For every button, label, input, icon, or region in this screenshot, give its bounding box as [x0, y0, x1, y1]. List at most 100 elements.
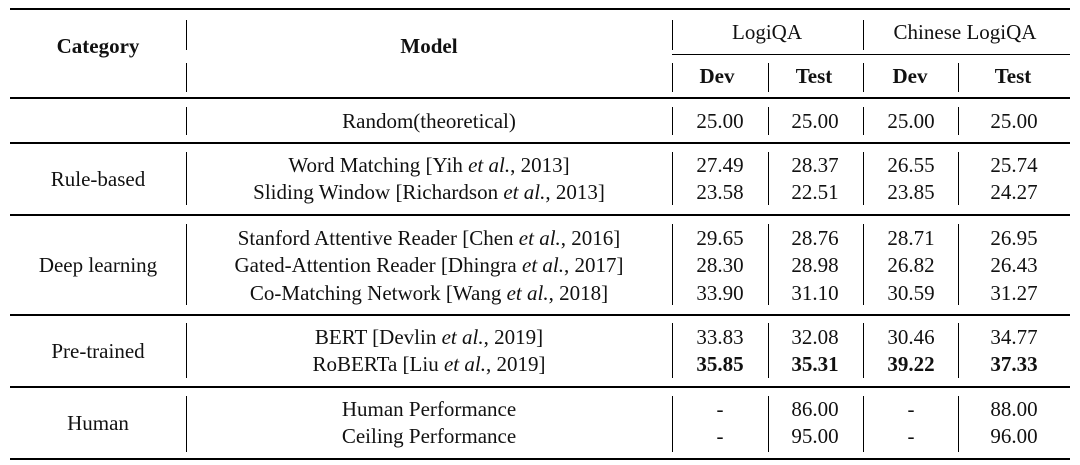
- chinese-logiqa-header: Chinese LogiQA: [893, 20, 1037, 44]
- group-header-rule: [672, 54, 1070, 55]
- category-cell: Pre-trained: [51, 339, 145, 363]
- value-cell: 30.59: [887, 281, 935, 305]
- value-cell: 33.90: [696, 281, 744, 305]
- column-divider: [672, 224, 673, 305]
- column-header: Dev: [892, 64, 928, 88]
- column-divider: [186, 63, 187, 92]
- column-divider: [672, 63, 673, 92]
- best-value-cell: 35.31: [791, 352, 839, 376]
- value-cell: 33.83: [696, 325, 744, 349]
- value-cell: 24.27: [990, 180, 1038, 204]
- column-divider: [958, 107, 959, 135]
- model-cell: Co-Matching Network [Wang et al., 2018]: [249, 281, 609, 305]
- value-cell: 32.08: [791, 325, 839, 349]
- column-divider: [863, 20, 864, 50]
- column-divider: [768, 107, 769, 135]
- value-cell: 28.37: [791, 153, 839, 177]
- value-cell: 95.00: [791, 424, 839, 448]
- column-divider: [186, 224, 187, 305]
- value-cell: 29.65: [696, 226, 744, 250]
- model-cell: Human Performance: [341, 397, 517, 421]
- column-divider: [863, 323, 864, 378]
- column-divider: [672, 107, 673, 135]
- column-divider: [958, 63, 959, 92]
- column-divider: [958, 152, 959, 205]
- value-cell: 22.51: [791, 180, 839, 204]
- column-divider: [863, 107, 864, 135]
- logiqa-header: LogiQA: [732, 20, 802, 44]
- column-divider: [672, 396, 673, 452]
- column-divider: [672, 323, 673, 378]
- category-cell: Deep learning: [38, 253, 158, 277]
- column-divider: [863, 396, 864, 452]
- category-header: Category: [56, 34, 140, 58]
- model-cell: Sliding Window [Richardson et al., 2013]: [253, 180, 605, 204]
- column-header: Dev: [699, 64, 735, 88]
- value-cell: -: [907, 424, 915, 448]
- group-rule: [10, 142, 1070, 144]
- value-cell: 31.10: [791, 281, 839, 305]
- header-rule: [10, 97, 1070, 99]
- value-cell: -: [716, 424, 724, 448]
- value-cell: 31.27: [990, 281, 1038, 305]
- column-divider: [958, 323, 959, 378]
- best-value-cell: 37.33: [990, 352, 1038, 376]
- value-cell: 25.74: [990, 153, 1038, 177]
- value-cell: 26.82: [887, 253, 935, 277]
- value-cell: 34.77: [990, 325, 1038, 349]
- value-cell: 88.00: [990, 397, 1038, 421]
- best-value-cell: 39.22: [887, 352, 935, 376]
- value-cell: 26.55: [887, 153, 935, 177]
- column-divider: [768, 63, 769, 92]
- bottom-rule: [10, 458, 1070, 460]
- model-cell: BERT [Devlin et al., 2019]: [314, 325, 544, 349]
- model-cell: Gated-Attention Reader [Dhingra et al., …: [234, 253, 624, 277]
- group-rule: [10, 214, 1070, 216]
- column-divider: [768, 323, 769, 378]
- column-divider: [863, 152, 864, 205]
- column-divider: [186, 323, 187, 378]
- column-divider: [186, 152, 187, 205]
- model-cell: Stanford Attentive Reader [Chen et al., …: [237, 226, 621, 250]
- value-cell: 26.95: [990, 226, 1038, 250]
- group-rule: [10, 314, 1070, 316]
- column-divider: [958, 224, 959, 305]
- value-cell: 25.00: [791, 109, 839, 133]
- value-cell: 25.00: [990, 109, 1038, 133]
- model-cell: Random(theoretical): [342, 109, 516, 133]
- model-cell: Word Matching [Yih et al., 2013]: [288, 153, 570, 177]
- category-cell: Rule-based: [50, 167, 146, 191]
- value-cell: 25.00: [696, 109, 744, 133]
- value-cell: 30.46: [887, 325, 935, 349]
- column-header: Test: [994, 64, 1032, 88]
- top-rule: [10, 8, 1070, 10]
- column-divider: [958, 396, 959, 452]
- value-cell: 28.98: [791, 253, 839, 277]
- value-cell: 23.58: [696, 180, 744, 204]
- column-divider: [863, 63, 864, 92]
- value-cell: 86.00: [791, 397, 839, 421]
- value-cell: -: [907, 397, 915, 421]
- model-cell: RoBERTa [Liu et al., 2019]: [312, 352, 546, 376]
- column-divider: [672, 152, 673, 205]
- column-divider: [186, 20, 187, 50]
- category-cell: Human: [67, 411, 129, 435]
- column-divider: [768, 224, 769, 305]
- value-cell: 96.00: [990, 424, 1038, 448]
- value-cell: 23.85: [887, 180, 935, 204]
- column-divider: [672, 20, 673, 50]
- value-cell: 25.00: [887, 109, 935, 133]
- value-cell: 28.30: [696, 253, 744, 277]
- column-header: Test: [795, 64, 833, 88]
- model-header: Model: [400, 34, 458, 58]
- value-cell: -: [716, 397, 724, 421]
- column-divider: [768, 396, 769, 452]
- column-divider: [186, 396, 187, 452]
- best-value-cell: 35.85: [696, 352, 744, 376]
- value-cell: 26.43: [990, 253, 1038, 277]
- value-cell: 28.76: [791, 226, 839, 250]
- column-divider: [186, 107, 187, 135]
- column-divider: [768, 152, 769, 205]
- value-cell: 27.49: [696, 153, 744, 177]
